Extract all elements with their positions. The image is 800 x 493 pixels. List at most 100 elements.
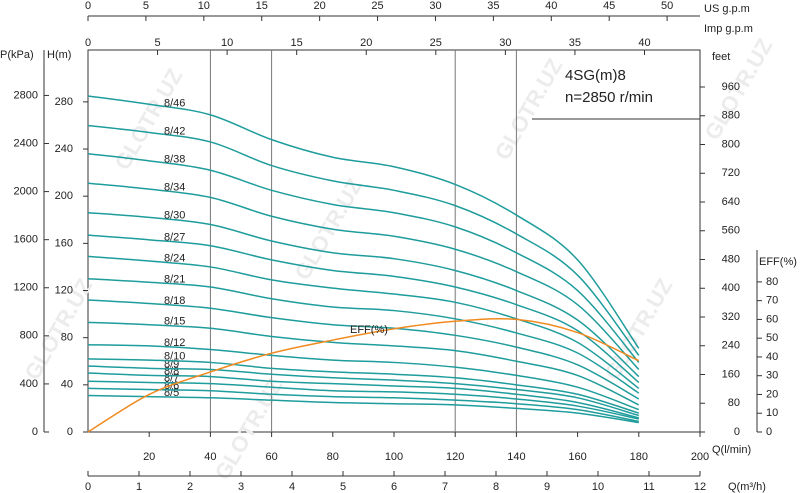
curve-label: 8/18 bbox=[164, 295, 185, 307]
curve-label: 8/10 bbox=[164, 351, 185, 363]
feet-tick-label: 720 bbox=[722, 167, 740, 179]
y-tick-label: 80 bbox=[61, 332, 73, 344]
y-tick-label: 160 bbox=[55, 237, 73, 249]
y-tick-label: 0 bbox=[67, 426, 73, 438]
us-tick-label: 20 bbox=[314, 0, 326, 12]
y-tick-label: 120 bbox=[55, 284, 73, 296]
curve-label: 8/34 bbox=[164, 182, 185, 194]
x-tick-label: 160 bbox=[568, 451, 586, 463]
head-curve bbox=[87, 153, 640, 363]
kpa-tick-label: 2000 bbox=[14, 186, 38, 198]
kpa-tick-label: 800 bbox=[20, 330, 38, 342]
head-curve bbox=[87, 124, 640, 356]
kpa-tick-label: 2400 bbox=[14, 137, 38, 149]
m3h-tick-label: 12 bbox=[694, 481, 706, 493]
us-tick-label: 30 bbox=[429, 0, 441, 12]
m3h-tick-label: 7 bbox=[442, 481, 448, 493]
eff-axis-label: EFF(%) bbox=[759, 256, 797, 268]
x-tick-label: 80 bbox=[327, 451, 339, 463]
us-tick-label: 40 bbox=[545, 0, 557, 12]
feet-axis-label: feet bbox=[712, 51, 730, 63]
chart-subtitle: n=2850 r/min bbox=[565, 89, 653, 106]
head-curve bbox=[87, 234, 640, 384]
m3h-tick-label: 9 bbox=[544, 481, 550, 493]
x-tick-label: 100 bbox=[385, 451, 403, 463]
feet-tick-label: 560 bbox=[722, 225, 740, 237]
eff-tick-label: 30 bbox=[766, 370, 778, 382]
head-curve bbox=[87, 299, 640, 400]
imp-tick-label: 10 bbox=[221, 37, 233, 49]
head-curve bbox=[87, 182, 640, 371]
imp-tick-label: 5 bbox=[154, 37, 160, 49]
us-tick-label: 45 bbox=[603, 0, 615, 12]
m3h-tick-label: 3 bbox=[238, 481, 244, 493]
eff-tick-label: 40 bbox=[766, 351, 778, 363]
m3h-tick-label: 5 bbox=[340, 481, 346, 493]
us-tick-label: 50 bbox=[661, 0, 673, 12]
m3h-tick-label: 0 bbox=[85, 481, 91, 493]
m3h-tick-label: 6 bbox=[391, 481, 397, 493]
head-curve bbox=[87, 277, 640, 394]
feet-tick-label: 400 bbox=[722, 282, 740, 294]
imp-axis-label: Imp g.p.m bbox=[704, 23, 753, 35]
x-axis-label: Q(l/min) bbox=[712, 444, 751, 456]
curve-label: 8/46 bbox=[164, 97, 185, 109]
eff-tick-label: 60 bbox=[766, 313, 778, 325]
head-curve bbox=[87, 344, 640, 411]
imp-tick-label: 40 bbox=[638, 37, 650, 49]
m3h-tick-label: 1 bbox=[136, 481, 142, 493]
m3h-tick-label: 2 bbox=[187, 481, 193, 493]
y-tick-label: 240 bbox=[55, 143, 73, 155]
m3h-axis-label: Q(m³/h) bbox=[728, 481, 766, 493]
head-curve bbox=[87, 211, 640, 378]
feet-tick-label: 960 bbox=[722, 81, 740, 93]
head-curve bbox=[87, 321, 640, 406]
us-tick-label: 0 bbox=[85, 0, 91, 12]
imp-tick-label: 35 bbox=[569, 37, 581, 49]
us-tick-label: 10 bbox=[198, 0, 210, 12]
us-axis-label: US g.p.m bbox=[704, 3, 750, 15]
imp-tick-label: 0 bbox=[85, 37, 91, 49]
imp-tick-label: 25 bbox=[430, 37, 442, 49]
curve-label: 8/15 bbox=[164, 316, 185, 328]
m3h-tick-label: 8 bbox=[493, 481, 499, 493]
head-curve bbox=[87, 372, 639, 419]
head-curve bbox=[87, 95, 640, 349]
curve-label: 8/27 bbox=[164, 231, 185, 243]
head-curve bbox=[87, 255, 640, 389]
x-tick-label: 120 bbox=[446, 451, 464, 463]
eff-tick-label: 0 bbox=[766, 426, 772, 438]
eff-tick-label: 20 bbox=[766, 388, 778, 400]
feet-tick-label: 0 bbox=[734, 426, 740, 438]
eff-tick-label: 10 bbox=[766, 407, 778, 419]
m3h-tick-label: 10 bbox=[592, 481, 604, 493]
kpa-axis-label: P(kPa) bbox=[0, 49, 34, 61]
watermark: GLOTR.UZ bbox=[490, 54, 568, 164]
us-tick-label: 15 bbox=[256, 0, 268, 12]
us-tick-label: 5 bbox=[143, 0, 149, 12]
eff-tick-label: 50 bbox=[766, 332, 778, 344]
kpa-tick-label: 1200 bbox=[14, 282, 38, 294]
x-tick-label: 140 bbox=[507, 451, 525, 463]
x-tick-label: 180 bbox=[630, 451, 648, 463]
feet-tick-label: 320 bbox=[722, 311, 740, 323]
curve-label: 8/38 bbox=[164, 154, 185, 166]
feet-tick-label: 640 bbox=[722, 196, 740, 208]
head-curve bbox=[87, 365, 640, 417]
x-tick-label: 20 bbox=[143, 451, 155, 463]
head-curve bbox=[87, 358, 640, 414]
curve-label: 8/30 bbox=[164, 209, 185, 221]
eff-tick-label: 80 bbox=[766, 276, 778, 288]
eff-curve-label: EFF(%) bbox=[350, 324, 388, 336]
imp-tick-label: 20 bbox=[360, 37, 372, 49]
us-tick-label: 25 bbox=[371, 0, 383, 12]
x-tick-label: 200 bbox=[691, 451, 709, 463]
feet-tick-label: 160 bbox=[722, 368, 740, 380]
curve-label: 8/42 bbox=[164, 125, 185, 137]
kpa-tick-label: 2800 bbox=[14, 89, 38, 101]
us-tick-label: 35 bbox=[487, 0, 499, 12]
y-axis-label: H(m) bbox=[47, 49, 71, 61]
imp-tick-label: 30 bbox=[499, 37, 511, 49]
feet-tick-label: 880 bbox=[722, 110, 740, 122]
